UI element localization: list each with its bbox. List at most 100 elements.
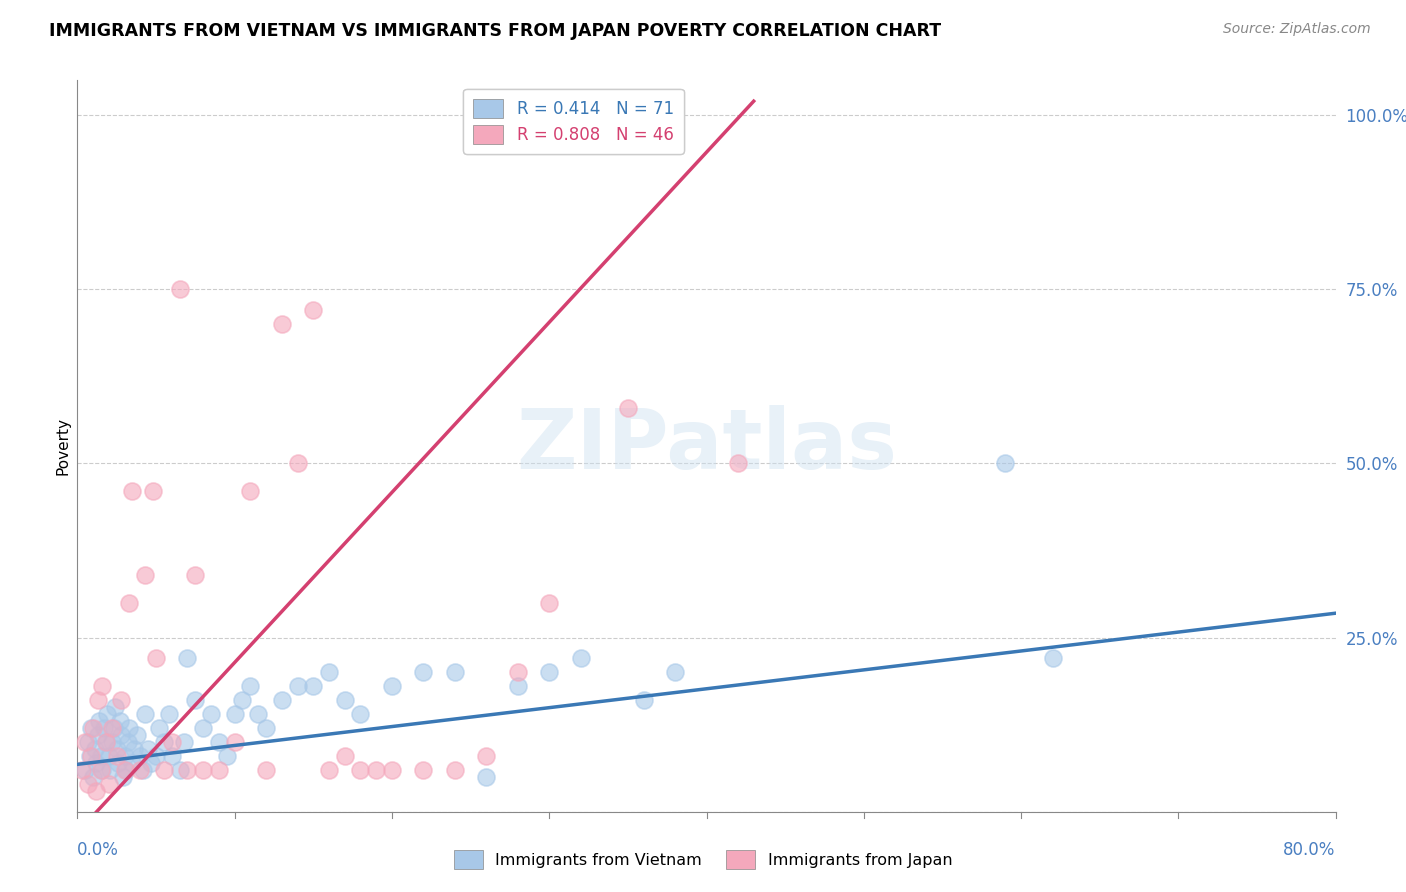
Point bbox=[94, 735, 117, 749]
Text: Source: ZipAtlas.com: Source: ZipAtlas.com bbox=[1223, 22, 1371, 37]
Point bbox=[105, 742, 128, 756]
Point bbox=[318, 763, 340, 777]
Point bbox=[157, 707, 180, 722]
Point bbox=[121, 756, 143, 770]
Point bbox=[538, 596, 561, 610]
Point bbox=[90, 763, 112, 777]
Point bbox=[101, 735, 124, 749]
Point bbox=[80, 721, 103, 735]
Point bbox=[148, 721, 170, 735]
Point bbox=[114, 763, 136, 777]
Point bbox=[994, 457, 1017, 471]
Point bbox=[287, 457, 309, 471]
Point bbox=[200, 707, 222, 722]
Point bbox=[160, 749, 183, 764]
Point bbox=[134, 707, 156, 722]
Point bbox=[111, 770, 134, 784]
Point bbox=[208, 735, 231, 749]
Point bbox=[77, 777, 100, 791]
Point bbox=[184, 693, 207, 707]
Point bbox=[118, 721, 141, 735]
Point bbox=[270, 693, 292, 707]
Point bbox=[239, 679, 262, 693]
Point bbox=[444, 763, 467, 777]
Legend: R = 0.414   N = 71, R = 0.808   N = 46: R = 0.414 N = 71, R = 0.808 N = 46 bbox=[463, 88, 683, 153]
Text: ZIPatlas: ZIPatlas bbox=[516, 406, 897, 486]
Point bbox=[101, 721, 124, 735]
Point bbox=[79, 749, 101, 764]
Point bbox=[98, 763, 121, 777]
Point bbox=[176, 651, 198, 665]
Point bbox=[302, 303, 325, 318]
Point bbox=[191, 721, 215, 735]
Point bbox=[184, 567, 207, 582]
Point bbox=[569, 651, 592, 665]
Point bbox=[141, 756, 163, 770]
Point bbox=[173, 735, 195, 749]
Point bbox=[77, 735, 100, 749]
Point bbox=[215, 749, 238, 764]
Point bbox=[224, 707, 246, 722]
Point bbox=[142, 484, 165, 499]
Point bbox=[90, 749, 112, 764]
Point bbox=[84, 756, 107, 770]
Point bbox=[82, 721, 104, 735]
Point bbox=[80, 749, 103, 764]
Point bbox=[302, 679, 325, 693]
Point bbox=[412, 665, 434, 680]
Point bbox=[91, 679, 114, 693]
Point bbox=[129, 749, 152, 764]
Point bbox=[506, 665, 529, 680]
Point bbox=[75, 735, 97, 749]
Point bbox=[121, 484, 143, 499]
Point bbox=[231, 693, 253, 707]
Point bbox=[107, 756, 129, 770]
Point bbox=[110, 728, 132, 742]
Point bbox=[82, 770, 104, 784]
Point bbox=[136, 742, 159, 756]
Text: 0.0%: 0.0% bbox=[77, 841, 120, 859]
Point bbox=[145, 749, 167, 764]
Point bbox=[115, 763, 138, 777]
Point bbox=[83, 742, 105, 756]
Point bbox=[254, 721, 277, 735]
Point bbox=[208, 763, 231, 777]
Point bbox=[70, 763, 93, 777]
Point bbox=[127, 728, 149, 742]
Point bbox=[633, 693, 655, 707]
Point bbox=[87, 693, 110, 707]
Point bbox=[287, 679, 309, 693]
Point bbox=[349, 707, 371, 722]
Point bbox=[1042, 651, 1064, 665]
Point bbox=[224, 735, 246, 749]
Point bbox=[129, 763, 152, 777]
Legend: Immigrants from Vietnam, Immigrants from Japan: Immigrants from Vietnam, Immigrants from… bbox=[447, 844, 959, 875]
Point bbox=[118, 596, 141, 610]
Point bbox=[664, 665, 686, 680]
Point bbox=[145, 651, 167, 665]
Point bbox=[381, 763, 404, 777]
Point bbox=[134, 567, 156, 582]
Point bbox=[475, 749, 498, 764]
Point bbox=[475, 770, 498, 784]
Point bbox=[108, 714, 131, 728]
Point bbox=[176, 763, 198, 777]
Y-axis label: Poverty: Poverty bbox=[55, 417, 70, 475]
Point bbox=[122, 742, 145, 756]
Point bbox=[506, 679, 529, 693]
Point bbox=[333, 749, 356, 764]
Point bbox=[103, 721, 125, 735]
Point bbox=[169, 282, 191, 296]
Point bbox=[538, 665, 561, 680]
Text: IMMIGRANTS FROM VIETNAM VS IMMIGRANTS FROM JAPAN POVERTY CORRELATION CHART: IMMIGRANTS FROM VIETNAM VS IMMIGRANTS FR… bbox=[49, 22, 942, 40]
Point bbox=[727, 457, 749, 471]
Point bbox=[91, 763, 114, 777]
Point bbox=[114, 749, 136, 764]
Point bbox=[191, 763, 215, 777]
Text: 80.0%: 80.0% bbox=[1284, 841, 1336, 859]
Point bbox=[318, 665, 340, 680]
Point bbox=[153, 735, 176, 749]
Point bbox=[239, 484, 262, 499]
Point bbox=[87, 728, 110, 742]
Point bbox=[94, 735, 117, 749]
